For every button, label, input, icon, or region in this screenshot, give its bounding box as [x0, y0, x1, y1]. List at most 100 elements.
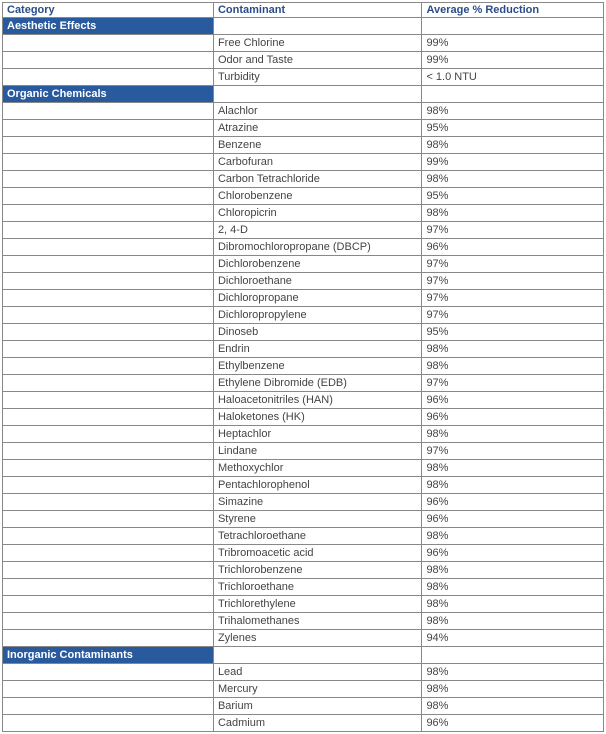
cell-reduction: 97% [422, 290, 604, 307]
cell-category [3, 511, 214, 528]
cell-reduction: < 1.0 NTU [422, 69, 604, 86]
cell-category [3, 715, 214, 732]
cell-reduction: 97% [422, 256, 604, 273]
cell-reduction: 98% [422, 426, 604, 443]
cell-category [3, 341, 214, 358]
cell-reduction: 98% [422, 341, 604, 358]
cell-reduction: 98% [422, 528, 604, 545]
cell-category [3, 290, 214, 307]
cell-category [3, 426, 214, 443]
cell-contaminant: Trihalomethanes [213, 613, 422, 630]
table-row: Chloropicrin98% [3, 205, 604, 222]
cell-contaminant: Chlorobenzene [213, 188, 422, 205]
table-row: Dinoseb95% [3, 324, 604, 341]
table-row: Carbon Tetrachloride98% [3, 171, 604, 188]
cell-category [3, 137, 214, 154]
cell-contaminant: Methoxychlor [213, 460, 422, 477]
table-row: Cadmium96% [3, 715, 604, 732]
table-row: Zylenes94% [3, 630, 604, 647]
table-row: Free Chlorine99% [3, 35, 604, 52]
cell-reduction: 96% [422, 511, 604, 528]
cell-contaminant: Mercury [213, 681, 422, 698]
cell-category [3, 154, 214, 171]
cell-reduction: 96% [422, 409, 604, 426]
table-row: Simazine96% [3, 494, 604, 511]
category-row: Organic Chemicals [3, 86, 604, 103]
header-category: Category [3, 3, 214, 18]
cell-contaminant: Dichloropropane [213, 290, 422, 307]
cell-category [3, 324, 214, 341]
cell-contaminant: Trichlorobenzene [213, 562, 422, 579]
cell-contaminant: Trichloroethane [213, 579, 422, 596]
cell-reduction: 98% [422, 562, 604, 579]
cell-contaminant: Simazine [213, 494, 422, 511]
cell-contaminant: Barium [213, 698, 422, 715]
cell-contaminant: Heptachlor [213, 426, 422, 443]
cell-category [3, 392, 214, 409]
cell-contaminant: Ethylene Dibromide (EDB) [213, 375, 422, 392]
table-row: Mercury98% [3, 681, 604, 698]
cell-contaminant: Alachlor [213, 103, 422, 120]
table-row: Haloacetonitriles (HAN)96% [3, 392, 604, 409]
cell-reduction: 95% [422, 120, 604, 137]
table-header-row: Category Contaminant Average % Reduction [3, 3, 604, 18]
table-row: Trichloroethane98% [3, 579, 604, 596]
cell-category [3, 205, 214, 222]
cell-reduction: 97% [422, 273, 604, 290]
table-row: Styrene96% [3, 511, 604, 528]
cell-contaminant: Free Chlorine [213, 35, 422, 52]
table-row: Alachlor98% [3, 103, 604, 120]
cell-reduction: 95% [422, 324, 604, 341]
cell-category [3, 698, 214, 715]
cell-reduction: 98% [422, 477, 604, 494]
cell-contaminant: Haloketones (HK) [213, 409, 422, 426]
table-row: Carbofuran99% [3, 154, 604, 171]
cell-reduction: 96% [422, 545, 604, 562]
cell-reduction: 95% [422, 188, 604, 205]
empty-cell [213, 86, 422, 103]
empty-cell [213, 647, 422, 664]
cell-category [3, 52, 214, 69]
table-row: Atrazine95% [3, 120, 604, 137]
table-row: Trihalomethanes98% [3, 613, 604, 630]
header-contaminant: Contaminant [213, 3, 422, 18]
cell-contaminant: Atrazine [213, 120, 422, 137]
category-label: Organic Chemicals [3, 86, 214, 103]
table-row: Barium98% [3, 698, 604, 715]
cell-reduction: 96% [422, 494, 604, 511]
cell-category [3, 273, 214, 290]
table-row: Dibromochloropropane (DBCP)96% [3, 239, 604, 256]
cell-category [3, 528, 214, 545]
table-row: Turbidity< 1.0 NTU [3, 69, 604, 86]
cell-category [3, 443, 214, 460]
cell-category [3, 579, 214, 596]
cell-contaminant: 2, 4-D [213, 222, 422, 239]
cell-category [3, 630, 214, 647]
cell-contaminant: Dinoseb [213, 324, 422, 341]
cell-reduction: 98% [422, 579, 604, 596]
cell-contaminant: Cadmium [213, 715, 422, 732]
cell-reduction: 98% [422, 205, 604, 222]
cell-contaminant: Zylenes [213, 630, 422, 647]
cell-contaminant: Dibromochloropropane (DBCP) [213, 239, 422, 256]
cell-category [3, 256, 214, 273]
cell-category [3, 409, 214, 426]
table-row: Lindane97% [3, 443, 604, 460]
cell-category [3, 307, 214, 324]
cell-reduction: 97% [422, 443, 604, 460]
table-row: Chlorobenzene95% [3, 188, 604, 205]
empty-cell [213, 18, 422, 35]
table-row: Dichlorobenzene97% [3, 256, 604, 273]
cell-category [3, 171, 214, 188]
cell-reduction: 98% [422, 103, 604, 120]
cell-category [3, 375, 214, 392]
cell-reduction: 98% [422, 137, 604, 154]
cell-reduction: 98% [422, 596, 604, 613]
cell-reduction: 99% [422, 35, 604, 52]
empty-cell [422, 86, 604, 103]
empty-cell [422, 647, 604, 664]
cell-category [3, 477, 214, 494]
cell-category [3, 222, 214, 239]
cell-reduction: 98% [422, 613, 604, 630]
cell-contaminant: Turbidity [213, 69, 422, 86]
